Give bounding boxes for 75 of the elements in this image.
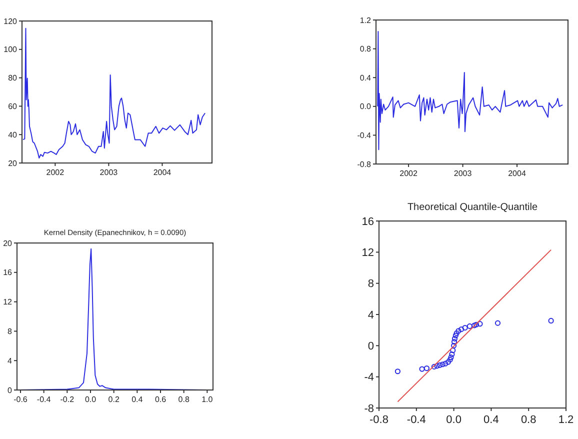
y-tick-label: 0.0 — [360, 102, 372, 112]
point — [450, 348, 456, 354]
y-tick-label: -8 — [364, 402, 374, 415]
y-tick-label: 0 — [8, 386, 13, 395]
y-tick-label: 12 — [3, 298, 13, 307]
x-tick-label: 2003 — [100, 168, 118, 177]
point — [424, 365, 430, 372]
point — [466, 323, 472, 329]
line-series — [377, 31, 564, 150]
y-tick-label: 20 — [3, 238, 13, 248]
x-tick-label: 0.8 — [520, 414, 536, 426]
y-tick-label: -4 — [364, 372, 374, 384]
point — [419, 366, 425, 372]
y-tick-label: 0.8 — [360, 44, 372, 54]
x-tick-label: 1.2 — [558, 414, 574, 426]
point — [447, 356, 453, 362]
point — [458, 326, 464, 332]
y-tick-label: 100 — [4, 45, 18, 54]
chart-title: Theoretical Quantile-Quantile — [407, 202, 538, 213]
y-tick-label: 0.4 — [360, 73, 372, 82]
y-tick-label: 80 — [8, 74, 18, 83]
x-tick-label: -0.6 — [14, 395, 28, 404]
point — [452, 336, 458, 342]
x-tick-label: 0.2 — [108, 395, 120, 404]
point — [494, 320, 501, 326]
x-tick-label: 2003 — [454, 169, 472, 178]
x-tick-label: 1.0 — [202, 395, 214, 404]
y-tick-label: 60 — [8, 102, 18, 111]
point — [442, 360, 448, 366]
point — [462, 324, 468, 331]
y-tick-label: -0.8 — [357, 160, 372, 169]
x-tick-label: 0.4 — [132, 395, 144, 404]
y-tick-label: 8 — [8, 327, 13, 336]
point — [451, 338, 458, 345]
x-tick-label: 0.6 — [154, 395, 167, 404]
y-tick-label: 16 — [3, 268, 13, 278]
x-tick-label: 2002 — [46, 168, 65, 177]
x-tick-label: -0.2 — [60, 395, 75, 404]
point — [445, 359, 451, 365]
y-tick-label: 20 — [8, 158, 18, 168]
x-tick-label: 2004 — [153, 168, 172, 177]
x-tick-label: 2002 — [400, 169, 418, 178]
x-tick-label: 0.0 — [84, 395, 97, 404]
point — [452, 332, 458, 338]
point — [473, 322, 480, 328]
point — [449, 351, 455, 358]
point — [394, 368, 400, 374]
x-tick-label: 0.4 — [484, 414, 499, 426]
y-tick-label: 16 — [362, 216, 374, 228]
point — [477, 321, 483, 327]
y-tick-label: 4 — [368, 309, 374, 322]
point — [472, 322, 478, 328]
y-tick-label: 4 — [8, 356, 13, 366]
line-series — [22, 28, 206, 159]
x-tick-label: -0.4 — [36, 395, 52, 404]
y-tick-label: 1.2 — [360, 16, 372, 25]
point — [436, 362, 443, 368]
y-tick-label: 40 — [8, 130, 18, 140]
y-tick-label: 8 — [368, 278, 374, 290]
point — [431, 364, 437, 370]
y-tick-label: -0.4 — [357, 131, 372, 140]
y-tick-label: 0 — [368, 340, 374, 353]
point — [451, 342, 457, 348]
x-tick-label: 2004 — [508, 169, 526, 178]
point — [548, 318, 554, 324]
y-tick-label: 12 — [362, 247, 374, 260]
point — [454, 330, 460, 336]
x-tick-label: -0.4 — [406, 414, 426, 426]
x-tick-label: 0.8 — [178, 395, 190, 404]
point — [456, 328, 462, 334]
x-tick-label: 0.0 — [446, 414, 462, 426]
point — [440, 362, 446, 368]
point — [434, 363, 440, 369]
y-tick-label: 120 — [4, 16, 18, 26]
point — [448, 354, 454, 360]
